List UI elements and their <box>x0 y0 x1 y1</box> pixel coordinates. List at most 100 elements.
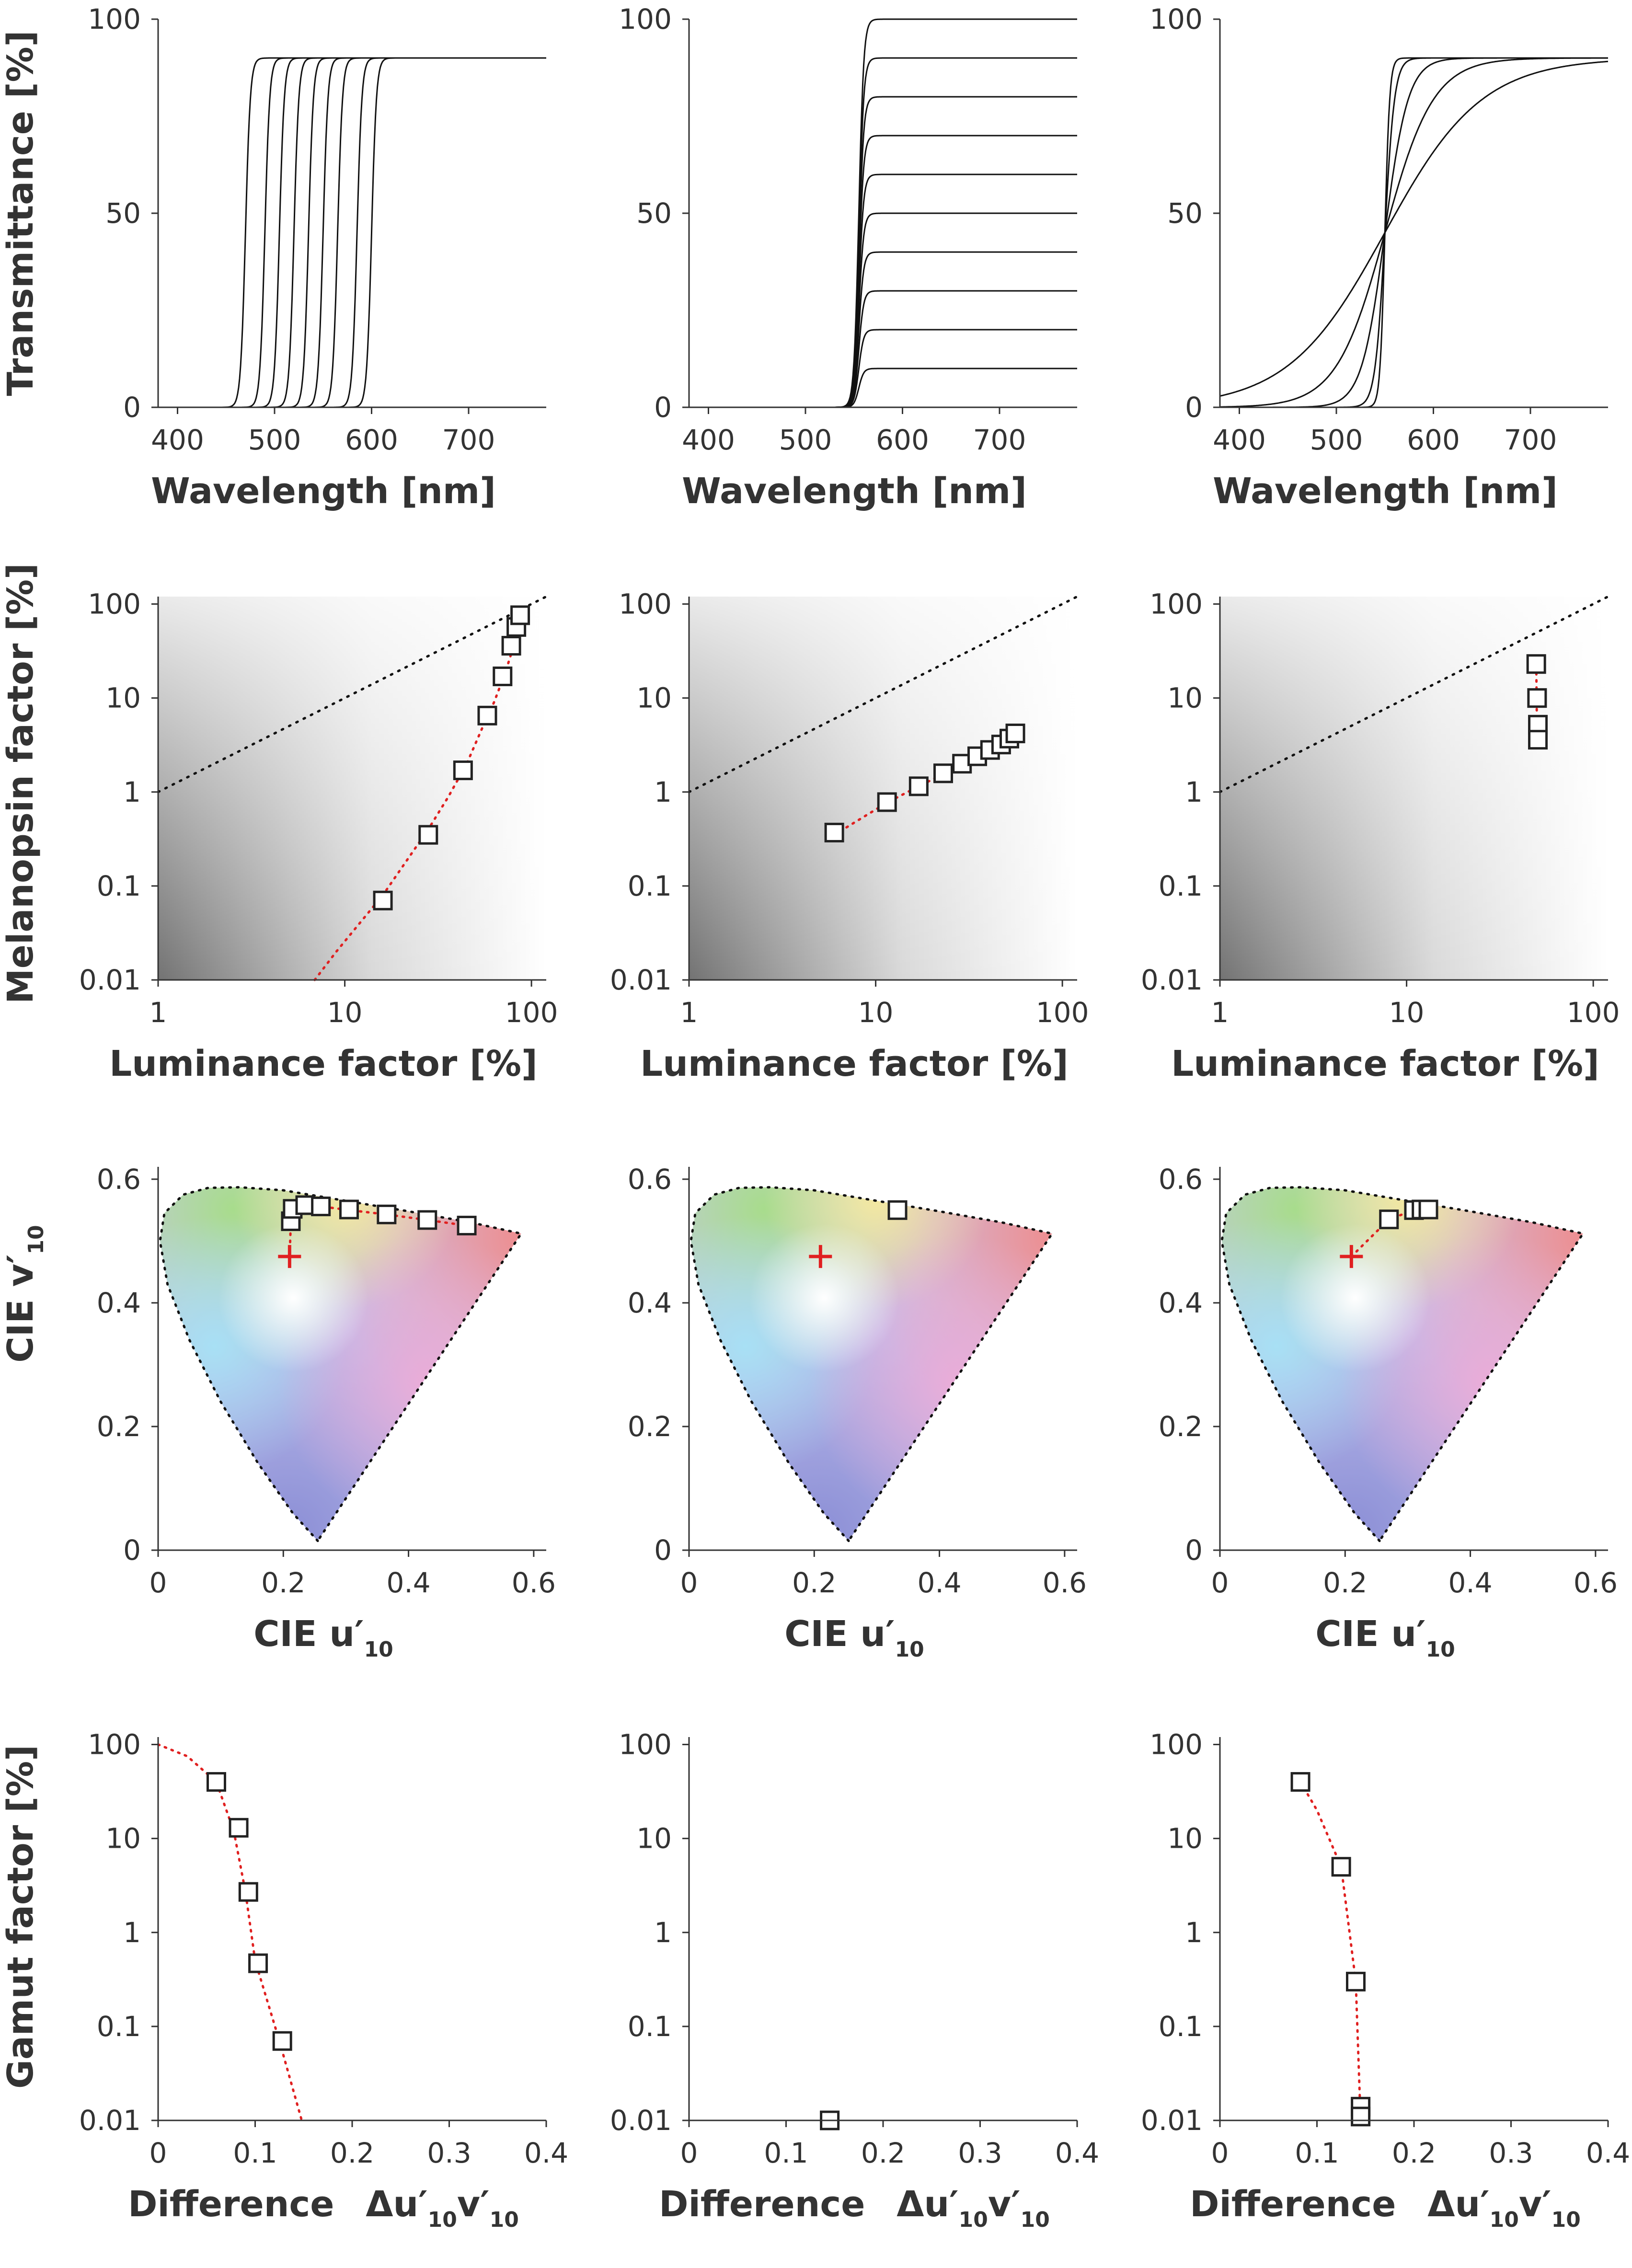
y-tick-label: 0.01 <box>79 964 141 996</box>
x-axis-label-part: Luminance factor [%] <box>640 1043 1069 1084</box>
panel-row4-col1: 0 0.1 0.2 0.3 0.4 0.01 0.1 1 10 100 Difference Δu′… <box>79 1728 568 2232</box>
data-point <box>373 890 393 910</box>
data-point <box>477 705 497 725</box>
y-tick-label: 1 <box>123 1916 141 1949</box>
data-point <box>1379 1209 1399 1230</box>
y-tick-label: 0.1 <box>1159 870 1203 902</box>
x-tick-label: 1 <box>1211 996 1229 1029</box>
gamut-fill <box>1221 1187 1583 1541</box>
data-point <box>1528 730 1548 750</box>
data-point <box>501 636 521 656</box>
x-axis-label-part: 10 <box>1021 2208 1050 2232</box>
x-tick-label: 0.1 <box>233 2137 277 2169</box>
gradient-background-fade <box>158 597 546 980</box>
transmittance-curve <box>1219 60 1609 397</box>
x-tick-label: 0.1 <box>764 2137 808 2169</box>
y-tick-label: 0 <box>654 391 672 424</box>
y-tick-label: 100 <box>1149 3 1203 35</box>
data-point <box>339 1199 359 1220</box>
data-point <box>272 2031 292 2051</box>
y-tick-label: 10 <box>105 1822 141 1855</box>
data-point <box>824 822 844 842</box>
x-axis-label: Wavelength [nm] <box>151 471 496 512</box>
x-tick-label: 0 <box>1211 1566 1229 1599</box>
y-tick-label: 10 <box>636 1822 672 1855</box>
x-axis-label-part: Luminance factor [%] <box>1171 1043 1599 1084</box>
panel-row1-col3: 400 500 600 700 0 50 100 Wavelength [nm] <box>1149 3 1609 512</box>
x-axis-label-part: Wavelength [nm] <box>682 471 1027 512</box>
x-tick-label: 0 <box>680 1566 698 1599</box>
gamut-fill <box>690 1187 1052 1541</box>
y-tick-label: 1 <box>123 776 141 808</box>
transmittance-curve <box>1220 57 1608 408</box>
x-axis-label-part: 10 <box>895 1637 924 1662</box>
x-axis-label-part: Difference <box>1190 2184 1396 2225</box>
reference-line <box>1218 595 1609 794</box>
x-axis-label-part: Wavelength [nm] <box>151 471 496 512</box>
transmittance-curve <box>689 368 1077 408</box>
x-tick-label: 10 <box>858 996 894 1029</box>
data-point <box>457 1216 477 1236</box>
y-tick-label: 0.4 <box>1159 1287 1203 1319</box>
x-tick-label: 0 <box>149 1566 167 1599</box>
x-tick-label: 0.4 <box>524 2137 568 2169</box>
y-tick-label: 0.01 <box>1141 964 1203 996</box>
fit-line <box>1299 1781 1362 2122</box>
x-tick-label: 0.2 <box>1323 1566 1367 1599</box>
data-point <box>238 1882 258 1902</box>
data-point <box>1351 2107 1371 2127</box>
x-tick-label: 0.1 <box>1295 2137 1339 2169</box>
transmittance-curve <box>1220 57 1608 408</box>
x-axis-label-part: CIE u′ <box>253 1613 364 1655</box>
spectral-locus <box>1220 1186 1585 1543</box>
x-tick-label: 100 <box>1567 996 1620 1029</box>
y-tick-label: 0 <box>654 1534 672 1566</box>
x-tick-label: 0.2 <box>330 2137 374 2169</box>
x-axis-label: Luminance factor [%] <box>640 1043 1069 1084</box>
y-tick-label: 100 <box>88 1728 141 1761</box>
y-tick-label: 100 <box>619 3 672 35</box>
data-point <box>377 1204 397 1224</box>
x-axis-label: CIE u′10 <box>253 1613 393 1662</box>
y-tick-label: 0.6 <box>97 1163 141 1196</box>
panel-row1-col2: 400 500 600 700 0 50 100 Wavelength [nm] <box>619 3 1077 512</box>
data-point <box>1290 1772 1310 1792</box>
x-tick-label: 400 <box>1213 424 1266 456</box>
y-tick-label: 1 <box>654 776 672 808</box>
panel-row4-col2: 0 0.1 0.2 0.3 0.4 0.01 0.1 1 10 100 Difference Δu′… <box>610 1728 1099 2232</box>
x-axis-label: Wavelength [nm] <box>682 471 1027 512</box>
x-tick-label: 0.2 <box>261 1566 305 1599</box>
gamut-fill <box>160 1187 521 1541</box>
transmittance-curve <box>689 212 1077 408</box>
x-axis-label-part: 10 <box>1552 2208 1581 2232</box>
spectral-locus <box>690 1186 1054 1543</box>
x-axis-label-part: 10 <box>364 1637 393 1662</box>
y-tick-label: 100 <box>88 3 141 35</box>
x-axis-label: Luminance factor [%] <box>109 1043 538 1084</box>
transmittance-curve <box>1220 57 1608 408</box>
gradient-background-fade <box>1220 597 1608 980</box>
x-axis-label-part: Δu′ <box>353 2184 427 2225</box>
x-axis-label-part: v′ <box>457 2184 490 2225</box>
x-tick-label: 400 <box>682 424 735 456</box>
y-tick-label: 0.1 <box>97 2010 141 2043</box>
transmittance-curve <box>689 135 1077 408</box>
transmittance-curve <box>1220 57 1608 408</box>
transmittance-curve <box>689 57 1077 408</box>
x-axis-label-part: 10 <box>490 2208 519 2232</box>
data-point <box>493 666 513 686</box>
data-point <box>417 1210 437 1230</box>
ylabel-transmittance: Transmittance [%] <box>0 31 41 396</box>
data-point <box>248 1953 268 1973</box>
y-tick-label: 10 <box>636 682 672 714</box>
y-tick-label: 50 <box>105 197 141 230</box>
x-tick-label: 600 <box>876 424 929 456</box>
y-tick-label: 1 <box>1185 776 1203 808</box>
y-tick-label: 0.2 <box>1159 1410 1203 1443</box>
x-tick-label: 1 <box>149 996 167 1029</box>
x-axis-label: Difference Δu′10v′10 <box>1190 2184 1581 2232</box>
y-tick-label: 0.01 <box>610 2104 672 2137</box>
ylabel-melanopsin: Melanopsin factor [%] <box>0 563 41 1004</box>
data-point <box>453 760 473 781</box>
